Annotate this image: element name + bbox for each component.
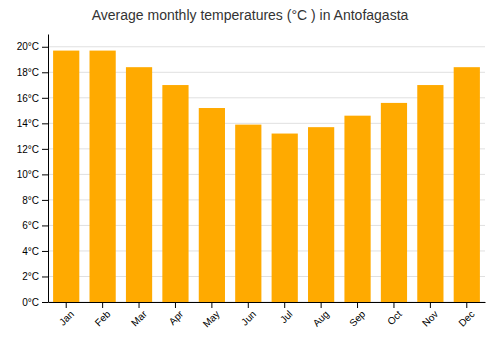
tick-mark: [42, 276, 48, 277]
tick: Apr: [167, 302, 186, 327]
tick: 8°C: [22, 195, 48, 206]
tick: 4°C: [22, 246, 48, 257]
tick-label: Feb: [93, 308, 113, 328]
tick-mark: [430, 302, 431, 308]
tick: 0°C: [22, 297, 48, 308]
bar: [381, 103, 407, 302]
tick-label: 18°C: [17, 67, 39, 78]
tick-label: Sep: [347, 308, 368, 329]
tick-label: 12°C: [17, 144, 39, 155]
tick-label: Dec: [456, 308, 476, 328]
tick-label: 14°C: [17, 118, 39, 129]
tick: Sep: [347, 302, 368, 329]
tick: Jul: [278, 302, 295, 325]
tick: Mar: [129, 302, 149, 328]
tick-label: Jul: [278, 308, 295, 325]
bar: [308, 127, 334, 302]
bar: [235, 125, 261, 302]
tick-mark: [42, 225, 48, 226]
tick-mark: [466, 302, 467, 308]
tick-label: Mar: [129, 308, 149, 328]
tick: 18°C: [17, 67, 48, 78]
bar: [344, 116, 370, 302]
bar: [454, 67, 480, 302]
tick-label: Oct: [385, 308, 404, 327]
tick-label: 6°C: [22, 220, 39, 231]
tick: Nov: [420, 302, 440, 329]
tick-label: Aug: [311, 308, 331, 328]
bar: [417, 85, 443, 302]
tick: 14°C: [17, 118, 48, 129]
tick-mark: [42, 47, 48, 48]
tick: 20°C: [17, 41, 48, 52]
axis-line: [48, 35, 49, 303]
tick: 16°C: [17, 93, 48, 104]
tick: 10°C: [17, 169, 48, 180]
tick-mark: [321, 302, 322, 308]
bar: [272, 134, 298, 302]
tick-label: 8°C: [22, 195, 39, 206]
tick: Aug: [311, 302, 331, 329]
x-axis: Jan Feb Mar Apr May Jun Jul Aug Sep Oct Nov Dec: [49, 302, 486, 330]
tick: Oct: [385, 302, 404, 327]
tick-mark: [42, 123, 48, 124]
tick-mark: [42, 72, 48, 73]
tick-label: Apr: [167, 308, 186, 327]
bar: [162, 85, 188, 302]
bar: [53, 51, 79, 302]
tick-label: 2°C: [22, 271, 39, 282]
tick-label: Jun: [239, 308, 258, 327]
bars: [53, 51, 480, 302]
tick-mark: [42, 302, 48, 303]
tick-mark: [175, 302, 176, 308]
tick-mark: [42, 251, 48, 252]
tick-mark: [42, 98, 48, 99]
tick-mark: [393, 302, 394, 308]
chart: 0°C 2°C 4°C 6°C 8°C 10°C 12°C 14°C 16°C 18°C 20°C J…: [0, 0, 500, 350]
y-axis: 0°C 2°C 4°C 6°C 8°C 10°C 12°C 14°C 16°C 18°C 20°C: [17, 35, 49, 308]
tick-mark: [42, 174, 48, 175]
tick: 6°C: [22, 220, 48, 231]
plot: 0°C 2°C 4°C 6°C 8°C 10°C 12°C 14°C 16°C 18°C 20°C J…: [17, 35, 486, 330]
bar: [199, 108, 225, 302]
tick-label: 0°C: [22, 297, 39, 308]
tick-label: 16°C: [17, 93, 39, 104]
tick-label: May: [201, 308, 222, 329]
tick: 2°C: [22, 271, 48, 282]
bar: [126, 67, 152, 302]
tick-mark: [66, 302, 67, 308]
title: Average monthly temperatures (°C ) in An…: [92, 7, 409, 23]
tick-label: Nov: [420, 308, 440, 328]
tick-mark: [211, 302, 212, 308]
tick-label: 4°C: [22, 246, 39, 257]
tick-label: Jan: [57, 308, 76, 327]
tick: May: [201, 302, 222, 330]
tick: 12°C: [17, 144, 48, 155]
bar: [90, 51, 116, 302]
tick-mark: [102, 302, 103, 308]
grid-line: [48, 46, 485, 47]
tick-mark: [357, 302, 358, 308]
tick-mark: [42, 200, 48, 201]
tick: Jan: [57, 302, 76, 328]
tick-mark: [248, 302, 249, 308]
tick: Jun: [239, 302, 258, 328]
tick-label: 20°C: [17, 41, 39, 52]
tick-mark: [139, 302, 140, 308]
grid: [48, 47, 485, 302]
tick: Dec: [456, 302, 476, 329]
tick: Feb: [93, 302, 113, 328]
tick-mark: [284, 302, 285, 308]
tick-mark: [42, 149, 48, 150]
axis-line: [49, 302, 486, 303]
tick-label: 10°C: [17, 169, 39, 180]
